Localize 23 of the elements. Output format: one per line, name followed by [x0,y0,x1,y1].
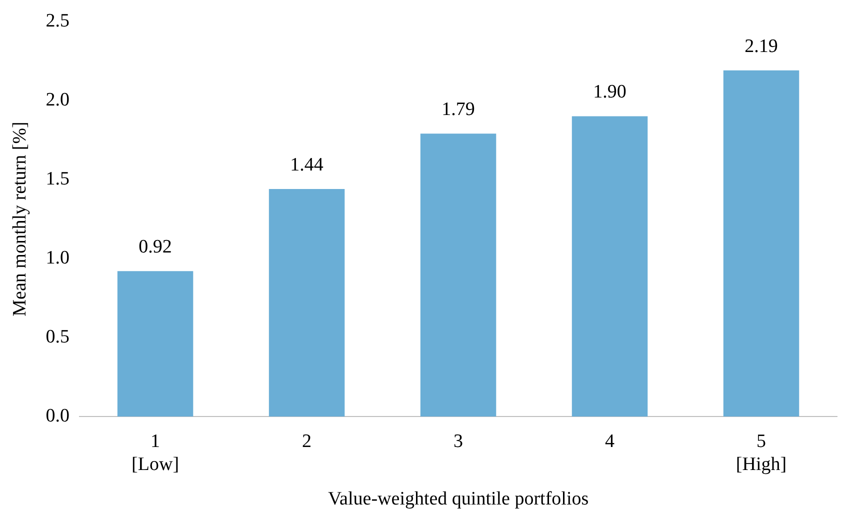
y-tick-label: 1.0 [46,248,70,269]
data-label: 2.19 [744,36,778,57]
y-axis-title: Mean monthly return [%] [9,122,30,316]
y-tick-label: 0.5 [46,326,70,348]
data-label: 1.79 [442,99,475,120]
bar [420,134,496,417]
data-label: 0.92 [138,236,172,258]
bar [723,70,800,417]
data-label: 1.44 [290,154,324,176]
y-tick-label: 2.0 [46,89,70,110]
y-tick-label: 1.5 [46,168,70,190]
bar [572,116,648,417]
bar [117,271,194,417]
x-axis-title: Value-weighted quintile portfolios [328,488,589,510]
y-tick-label: 0.0 [46,406,70,427]
x-tick-label: 4 [605,430,616,452]
x-tick-label: 1 [Low] [132,430,180,475]
x-tick-label: 5 [High] [736,430,787,475]
y-tick-label: 2.5 [46,10,70,32]
bar [268,188,345,417]
data-label: 1.90 [593,82,626,103]
x-tick-label: 3 [454,430,464,452]
x-tick-label: 2 [302,430,312,452]
